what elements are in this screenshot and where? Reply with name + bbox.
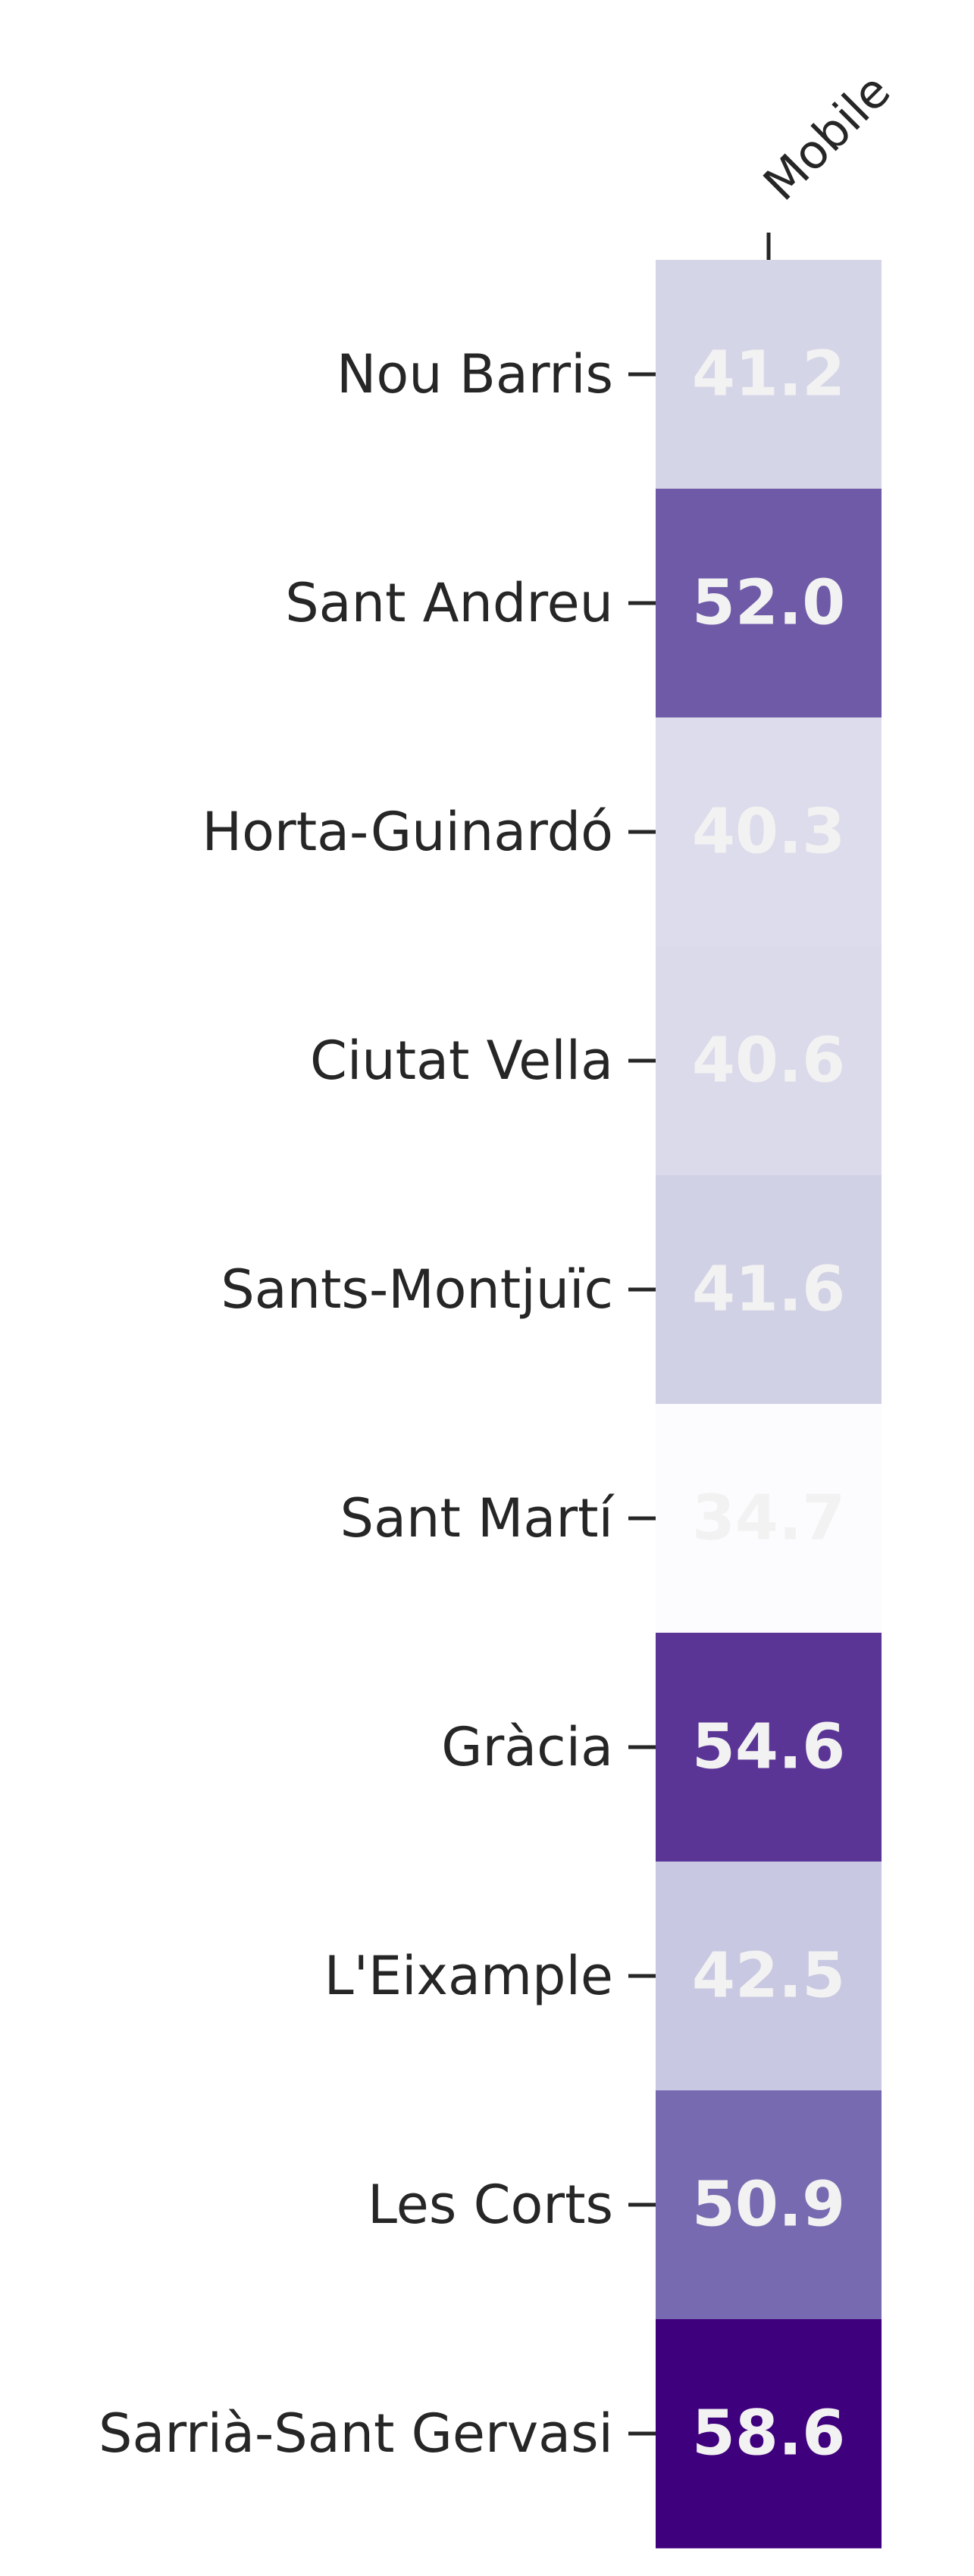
row-label-sants-montjuic: Sants-Montjuïc <box>221 1258 613 1321</box>
cell-value-label: 42.5 <box>692 1940 845 2012</box>
heatmap-cell-l-eixample <box>656 1862 882 2091</box>
heatmap-cell-sarria-sant-gervasi <box>656 2319 882 2549</box>
row-label-les-corts: Les Corts <box>368 2174 613 2236</box>
heatmap-cell-sants-montjuic <box>656 1175 882 1405</box>
heatmap-cell-sant-andreu <box>656 489 882 718</box>
cell-value-label: 41.2 <box>692 339 845 411</box>
heatmap-cell-ciutat-vella <box>656 946 882 1176</box>
heatmap-cell-nou-barris <box>656 260 882 489</box>
cell-value-label: 50.9 <box>692 2169 845 2241</box>
heatmap-cell-gracia <box>656 1633 882 1862</box>
row-label-sant-andreu: Sant Andreu <box>285 572 613 634</box>
cell-value-label: 52.0 <box>692 567 845 639</box>
row-labels: Nou Barris Sant Andreu Horta-Guinardó Ciuta… <box>99 343 656 2465</box>
row-label-sarria-sant-gervasi: Sarrià-Sant Gervasi <box>99 2402 613 2465</box>
cell-value-label: 40.6 <box>692 1025 845 1097</box>
row-label-nou-barris: Nou Barris <box>337 343 613 405</box>
row-label-gracia: Gràcia <box>441 1716 613 1778</box>
heatmap-cells: 41.2 52.0 40.3 40.6 41.6 34.7 54.6 42.5 50.9 58.6 <box>656 260 882 2549</box>
row-label-ciutat-vella: Ciutat Vella <box>310 1030 613 1092</box>
cell-value-label: 34.7 <box>692 1483 845 1555</box>
row-label-l-eixample: L'Eixample <box>324 1945 613 2007</box>
column-labels: Mobile <box>753 63 900 260</box>
heatmap-cell-les-corts <box>656 2090 882 2320</box>
column-label-mobile: Mobile <box>753 63 900 211</box>
heatmap-cell-horta-guinardo <box>656 717 882 947</box>
row-label-sant-marti: Sant Martí <box>340 1487 615 1549</box>
cell-value-label: 40.3 <box>692 796 845 868</box>
cell-value-label: 41.6 <box>692 1254 845 1326</box>
cell-value-label: 58.6 <box>692 2398 845 2470</box>
heatmap-cell-sant-marti <box>656 1404 882 1633</box>
cell-value-label: 54.6 <box>692 1712 845 1784</box>
row-label-horta-guinardo: Horta-Guinardó <box>202 801 613 863</box>
